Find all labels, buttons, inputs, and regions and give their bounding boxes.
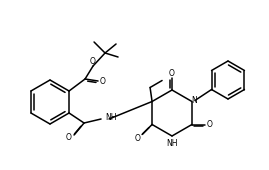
Text: NH: NH <box>166 140 178 149</box>
Text: NH: NH <box>105 114 116 123</box>
Text: O: O <box>66 133 72 142</box>
Text: O: O <box>90 57 96 66</box>
Text: O: O <box>134 134 140 143</box>
Text: N: N <box>191 96 197 105</box>
Text: O: O <box>207 120 213 129</box>
Text: O: O <box>169 69 175 78</box>
Text: O: O <box>100 76 105 86</box>
